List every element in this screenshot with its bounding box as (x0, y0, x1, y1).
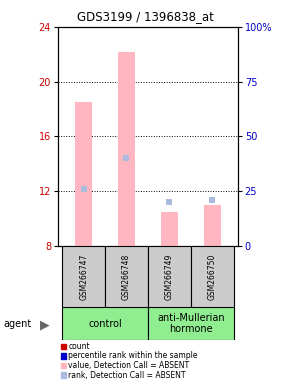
Text: control: control (88, 318, 122, 329)
Bar (204, 205, 221, 246)
Text: GDS3199 / 1396838_at: GDS3199 / 1396838_at (77, 10, 213, 23)
Bar (105, 246, 148, 307)
Bar (62, 246, 105, 307)
Bar (191, 246, 233, 307)
Bar (62, 307, 148, 340)
Text: agent: agent (3, 319, 31, 329)
Text: ▶: ▶ (40, 318, 50, 331)
Text: count: count (68, 342, 90, 351)
Bar (75, 102, 92, 246)
Bar (148, 307, 233, 340)
Text: GSM266747: GSM266747 (79, 253, 88, 300)
Text: value, Detection Call = ABSENT: value, Detection Call = ABSENT (68, 361, 189, 370)
Bar (118, 51, 135, 246)
Bar (161, 212, 178, 246)
Text: GSM266750: GSM266750 (208, 253, 217, 300)
Bar (148, 246, 191, 307)
Text: GSM266748: GSM266748 (122, 253, 131, 300)
Text: anti-Mullerian
hormone: anti-Mullerian hormone (157, 313, 224, 334)
Text: percentile rank within the sample: percentile rank within the sample (68, 351, 198, 361)
Text: GSM266749: GSM266749 (165, 253, 174, 300)
Text: rank, Detection Call = ABSENT: rank, Detection Call = ABSENT (68, 371, 186, 380)
